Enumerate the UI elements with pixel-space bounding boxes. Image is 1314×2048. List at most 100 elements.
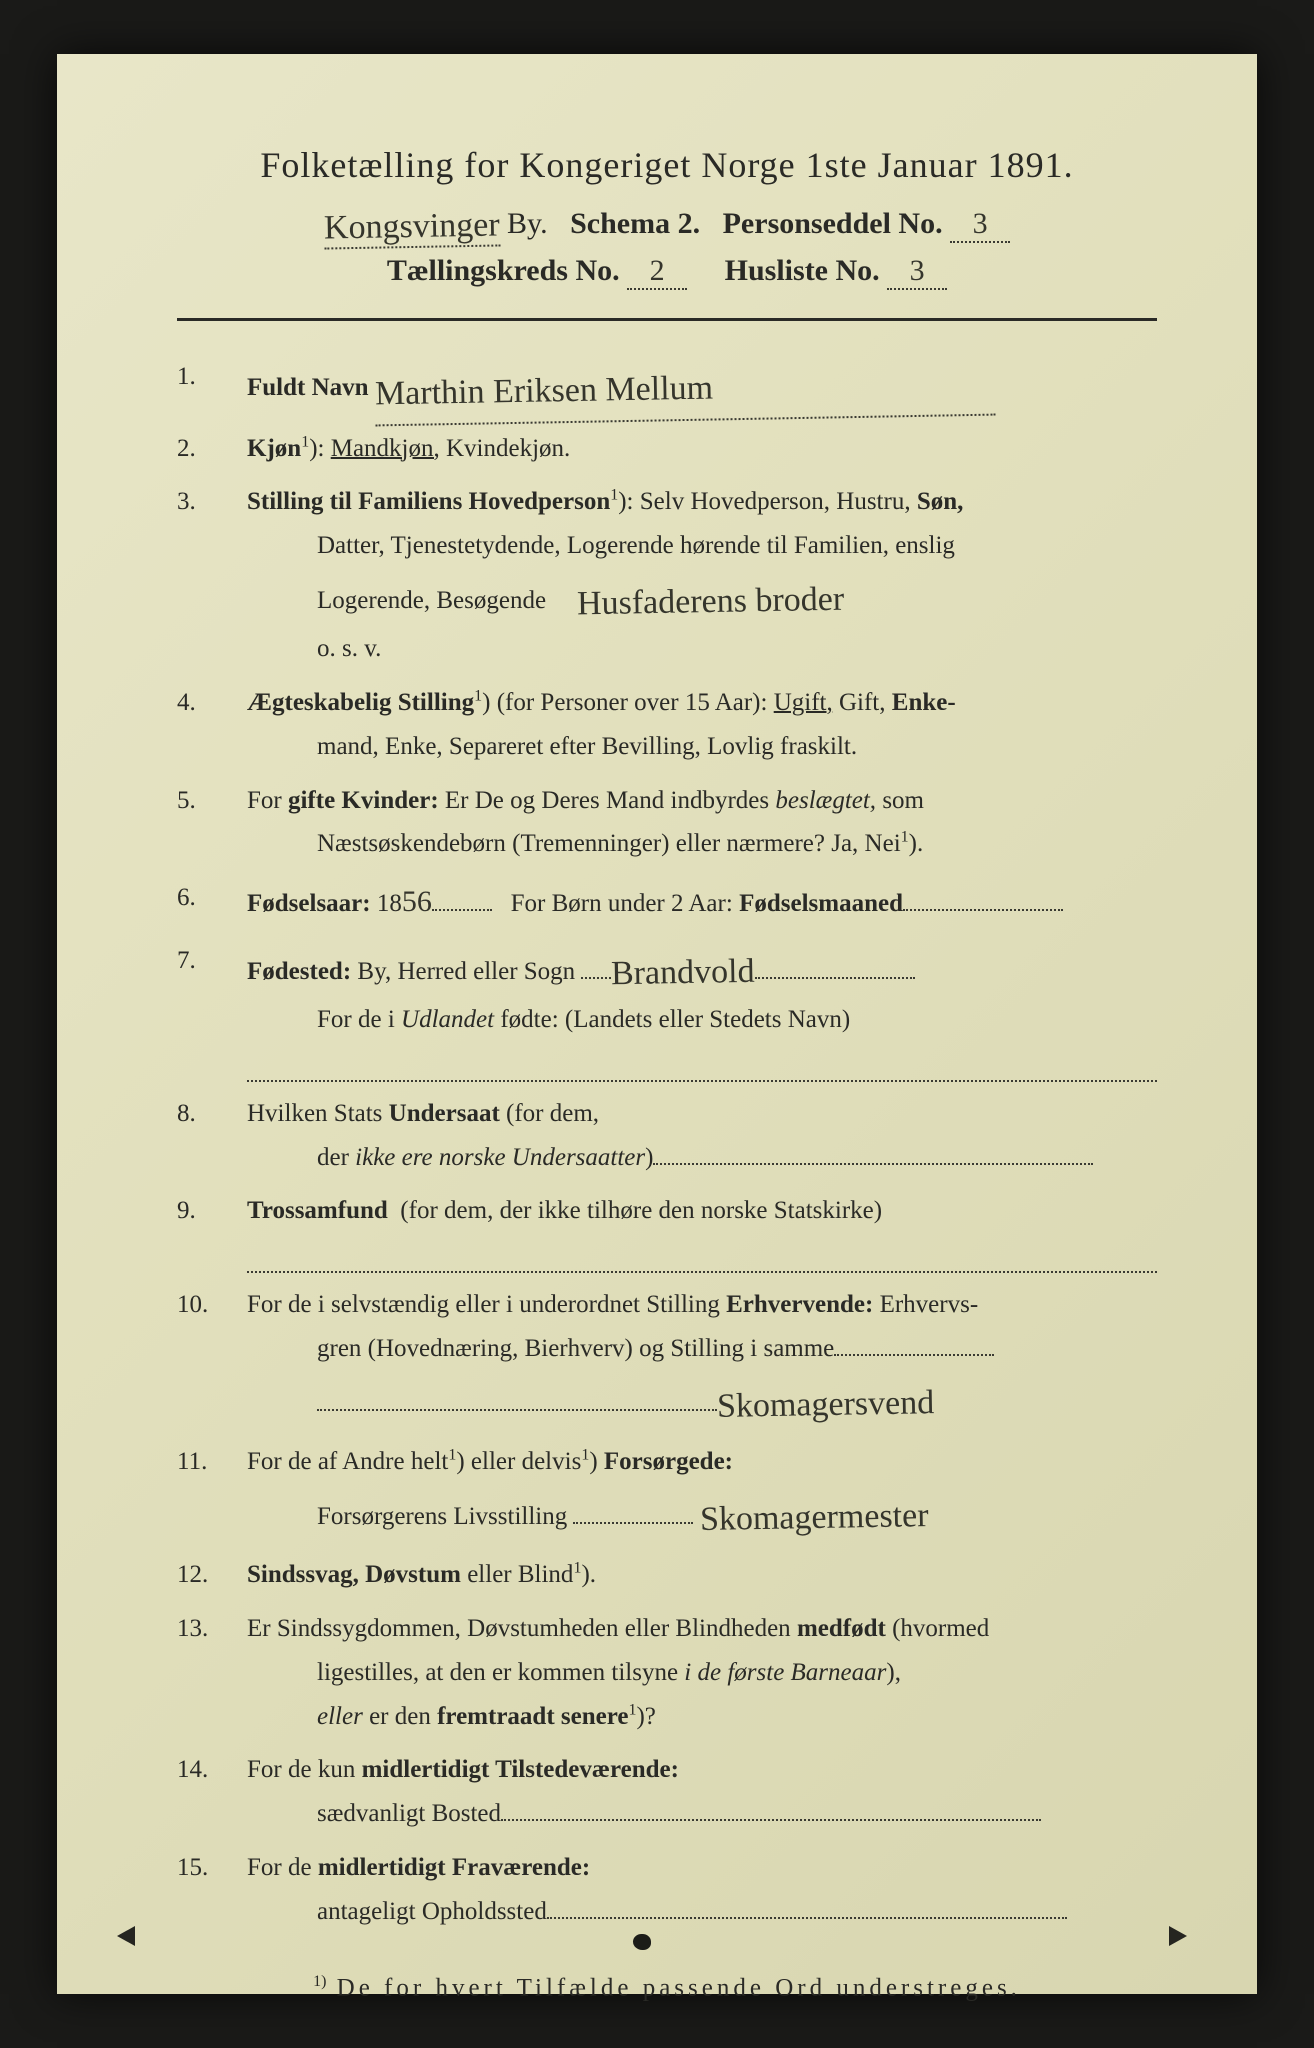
ink-blot-icon xyxy=(633,1934,651,1950)
item-9: Trossamfund (for dem, der ikke tilhøre d… xyxy=(177,1189,1157,1273)
item-3-label: Stilling til Familiens Hovedperson xyxy=(247,488,610,515)
item-10-t3: gren (Hovednæring, Bierhverv) og Stillin… xyxy=(247,1335,834,1362)
item-12: Sindssvag, Døvstum eller Blind1). xyxy=(177,1553,1157,1597)
item-11-t3: Forsørgerens Livsstilling xyxy=(317,1503,567,1530)
item-6-t2: For Børn under 2 Aar: xyxy=(511,890,733,917)
item-13: Er Sindssygdommen, Døvstumheden eller Bl… xyxy=(177,1607,1157,1738)
item-7-fill-a xyxy=(581,977,611,979)
item-7-label: Fødested: xyxy=(247,958,351,985)
census-form-page: Folketælling for Kongeriget Norge 1ste J… xyxy=(57,54,1257,1994)
item-6-label: Fødselsaar: xyxy=(247,890,371,917)
footnote: 1) De for hvert Tilfælde passende Ord un… xyxy=(177,1973,1157,2002)
item-5-t3: som xyxy=(882,787,924,814)
corner-mark-right-icon xyxy=(1169,1926,1187,1946)
kreds-no: 2 xyxy=(627,254,687,290)
item-7-t2b: fødte: (Landets eller Stedets Navn) xyxy=(500,1006,850,1033)
item-3-row3: Logerende, Besøgende Husfaderens broder xyxy=(247,587,845,614)
item-15-t2: antageligt Opholdssted xyxy=(247,1898,547,1925)
item-15-label: midlertidigt Fraværende: xyxy=(318,1854,590,1881)
item-4-label: Ægteskabelig Stilling xyxy=(247,689,474,716)
item-4: Ægteskabelig Stilling1) (for Personer ov… xyxy=(177,681,1157,769)
item-7: Fødested: By, Herred eller Sogn Brandvol… xyxy=(177,939,1157,1082)
item-9-label: Trossamfund xyxy=(247,1197,388,1224)
item-14: For de kun midlertidigt Tilstedeværende:… xyxy=(177,1748,1157,1836)
by-label: By. xyxy=(507,207,548,240)
item-1-value: Marthin Eriksen Mellum xyxy=(374,354,995,426)
item-10-f2 xyxy=(317,1409,717,1411)
item-8-label: Undersaat xyxy=(389,1100,500,1127)
item-3-t2: Datter, Tjenestetydende, Logerende høren… xyxy=(247,532,955,559)
item-11-row2: Forsørgerens Livsstilling Skomagermester xyxy=(247,1503,928,1530)
item-6-label2: Fødselsmaaned xyxy=(739,890,903,917)
husliste-label: Husliste No. xyxy=(725,254,880,287)
item-3-son: Søn, xyxy=(917,488,964,515)
item-13-label2: fremtraadt senere xyxy=(437,1703,628,1730)
item-3-t1: Selv Hovedperson, Hustru, xyxy=(640,488,911,515)
item-2: Kjøn1): Mandkjøn, Kvindekjøn. xyxy=(177,427,1157,471)
header-line-2: Tællingskreds No. 2 Husliste No. 3 xyxy=(177,254,1157,290)
item-12-label: Sindssvag, Døvstum xyxy=(247,1561,461,1588)
item-7-hand: Brandvold xyxy=(611,941,756,1003)
footnote-marker: 1) xyxy=(313,1973,326,1990)
page-title: Folketælling for Kongeriget Norge 1ste J… xyxy=(177,144,1157,186)
item-7-t1: By, Herred eller Sogn xyxy=(357,958,575,985)
item-5-t1: For xyxy=(247,787,282,814)
item-11-f xyxy=(573,1522,693,1524)
sup-1g: 1 xyxy=(573,1560,581,1577)
item-14-label: midlertidigt Tilstedeværende: xyxy=(362,1756,679,1783)
personseddel-label: Personseddel No. xyxy=(723,207,943,240)
item-10-t2: Erhvervs- xyxy=(880,1291,979,1318)
sup-1c: 1 xyxy=(474,688,482,705)
item-12-text: eller Blind xyxy=(467,1561,573,1588)
item-7-dotted xyxy=(247,1042,1157,1082)
item-5-label: gifte Kvinder: xyxy=(288,787,439,814)
item-8-t3a: der xyxy=(317,1144,349,1171)
item-8-row2: der ikke ere norske Undersaatter) xyxy=(247,1144,1093,1171)
sup-1e: 1 xyxy=(448,1447,456,1464)
item-8: Hvilken Stats Undersaat (for dem, der ik… xyxy=(177,1092,1157,1180)
item-3-t4: o. s. v. xyxy=(247,635,381,662)
item-2-kvindekjon: Kvindekjøn. xyxy=(446,435,570,462)
item-5-besl: beslægtet, xyxy=(775,787,876,814)
item-5-t2: Er De og Deres Mand indbyrdes xyxy=(445,787,769,814)
item-9-text: (for dem, der ikke tilhøre den norske St… xyxy=(400,1197,882,1224)
item-2-label: Kjøn xyxy=(247,435,301,462)
item-11-t2: eller delvis xyxy=(471,1448,581,1475)
item-11-t1: For de af Andre helt xyxy=(247,1448,448,1475)
header-line-1: Kongsvinger By. Schema 2. Personseddel N… xyxy=(177,204,1157,244)
item-8-t2: (for dem, xyxy=(506,1100,599,1127)
item-11-label: Forsørgede: xyxy=(604,1448,733,1475)
item-13-label: medfødt xyxy=(797,1615,886,1642)
item-11: For de af Andre helt1) eller delvis1) Fo… xyxy=(177,1440,1157,1543)
item-8-fill xyxy=(653,1163,1093,1165)
item-3-t3: Logerende, Besøgende xyxy=(317,587,546,614)
item-13-t4a: eller xyxy=(317,1703,363,1730)
corner-mark-left-icon xyxy=(117,1926,135,1946)
item-13-t4b: er den xyxy=(369,1703,431,1730)
sup-1h: 1 xyxy=(628,1701,636,1718)
item-10: For de i selvstændig eller i underordnet… xyxy=(177,1283,1157,1430)
sup-1d: 1 xyxy=(901,829,909,846)
sup-1f: 1 xyxy=(581,1447,589,1464)
item-10-t1: For de i selvstændig eller i underordnet… xyxy=(247,1291,720,1318)
item-7-row2: For de i Udlandet fødte: (Landets eller … xyxy=(247,1006,850,1033)
header-rule xyxy=(177,318,1157,321)
item-8-t1: Hvilken Stats xyxy=(247,1100,382,1127)
item-5-t4: Næstsøskendebørn (Tremenninger) eller næ… xyxy=(247,830,901,857)
husliste-no: 3 xyxy=(887,254,947,290)
item-4-t2: Gift, xyxy=(839,689,886,716)
item-13-t3a: ligestilles, at den er kommen tilsyne xyxy=(317,1659,678,1686)
item-10-row3: Skomagersvend xyxy=(247,1390,934,1417)
item-4-enke: Enke- xyxy=(892,689,956,716)
item-15-f xyxy=(547,1917,1067,1919)
item-13-t2: (hvormed xyxy=(892,1615,989,1642)
item-6-fill xyxy=(432,909,492,911)
item-2-mandkjon: Mandkjøn, xyxy=(331,435,440,462)
item-14-t1: For de kun xyxy=(247,1756,355,1783)
item-3: Stilling til Familiens Hovedperson1): Se… xyxy=(177,480,1157,671)
item-13-row2: ligestilles, at den er kommen tilsyne i … xyxy=(247,1659,901,1686)
item-7-t2a: For de i xyxy=(317,1006,395,1033)
item-13-t3b: i de første Barneaar xyxy=(684,1659,886,1686)
item-11-hand: Skomagermester xyxy=(699,1486,929,1549)
item-8-t3b: ikke ere norske Undersaatter xyxy=(355,1144,645,1171)
